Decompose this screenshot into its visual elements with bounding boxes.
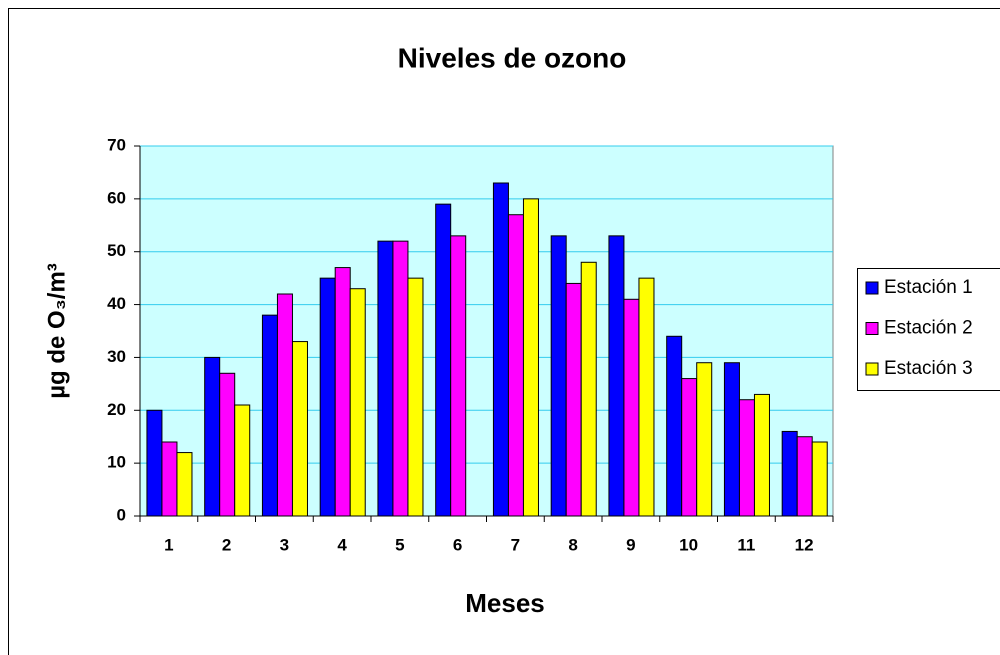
bar <box>319 277 336 517</box>
bar <box>666 335 683 517</box>
bar <box>507 214 524 517</box>
y-tick-label: 0 <box>117 505 126 524</box>
x-tick-label: 1 <box>164 535 173 554</box>
bar <box>161 441 178 517</box>
bar <box>492 182 509 517</box>
bar <box>261 314 278 517</box>
x-tick-label: 4 <box>337 535 347 554</box>
bar <box>204 356 221 517</box>
x-tick-label: 7 <box>511 535 520 554</box>
bar <box>681 378 698 517</box>
bar <box>146 409 163 517</box>
legend-label: Estación 1 <box>884 277 973 298</box>
bar <box>550 235 567 517</box>
bar <box>407 277 424 517</box>
bar <box>276 293 293 517</box>
x-tick-label: 11 <box>737 535 755 554</box>
y-tick-label: 40 <box>107 294 126 313</box>
x-tick-label: 2 <box>222 535 231 554</box>
bar <box>435 203 452 517</box>
x-tick-label: 5 <box>395 535 404 554</box>
x-axis-label: Meses <box>465 588 545 618</box>
bar <box>623 298 640 517</box>
bar <box>219 372 236 517</box>
bar <box>696 362 713 517</box>
x-tick-label: 6 <box>453 535 462 554</box>
bar <box>753 393 770 517</box>
legend-swatch <box>865 322 879 335</box>
bar <box>176 452 193 517</box>
bar <box>522 198 539 517</box>
bar <box>738 399 755 517</box>
x-tick-label: 10 <box>679 535 698 554</box>
bar <box>638 277 655 517</box>
legend-swatch <box>865 362 879 376</box>
y-tick-label: 10 <box>107 453 126 472</box>
bar <box>349 288 366 517</box>
bar <box>580 261 597 517</box>
legend-label: Estación 2 <box>884 318 973 339</box>
bar <box>781 430 798 517</box>
bar <box>234 404 251 517</box>
x-tick-label: 12 <box>795 535 814 554</box>
y-tick-label: 20 <box>107 400 126 419</box>
chart-title: Niveles de ozono <box>398 42 627 73</box>
x-tick-label: 3 <box>280 535 289 554</box>
y-tick-label: 30 <box>107 347 126 366</box>
bar <box>450 235 467 517</box>
x-tick-label: 8 <box>568 535 577 554</box>
bar <box>377 240 394 517</box>
y-tick-label: 50 <box>107 241 126 260</box>
legend-box <box>857 268 1000 391</box>
bar <box>565 282 582 517</box>
bar <box>608 235 625 517</box>
bar <box>796 436 813 517</box>
legend-label: Estación 3 <box>884 358 973 379</box>
legend-swatch <box>865 281 879 295</box>
x-tick-label: 9 <box>626 535 635 554</box>
bar <box>334 267 351 517</box>
y-tick-label: 70 <box>107 135 126 154</box>
plot-area <box>139 145 834 517</box>
y-tick-label: 60 <box>107 188 126 207</box>
bar <box>811 441 828 517</box>
y-axis-label: µg de O₃/m³ <box>43 263 70 399</box>
bar <box>723 362 740 517</box>
bar <box>392 240 409 517</box>
bar <box>291 341 308 517</box>
